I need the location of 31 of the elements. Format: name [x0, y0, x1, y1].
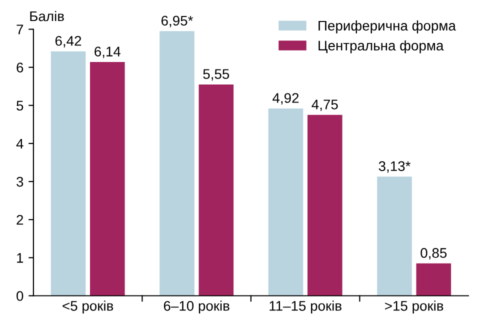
y-tick-label: 4 — [16, 138, 24, 148]
data-label: 4,92 — [272, 93, 299, 105]
y-tick-label: 6 — [16, 62, 24, 72]
data-label: 3,13* — [378, 161, 410, 173]
y-tick-label: 7 — [16, 24, 24, 34]
bar — [268, 108, 304, 296]
bar — [50, 51, 86, 296]
y-axis-title: Балів — [30, 10, 64, 22]
bar — [198, 84, 234, 296]
bar — [377, 176, 412, 296]
x-tick-label: <5 років — [62, 300, 114, 314]
y-tick-label: 2 — [16, 214, 24, 225]
x-tick-label: >15 років — [385, 300, 444, 314]
data-label: 0,85 — [420, 248, 447, 260]
bar — [416, 263, 452, 296]
y-tick-label: 0 — [16, 291, 24, 301]
data-label: 6,95* — [161, 16, 194, 28]
y-tick-label: 1 — [17, 253, 24, 263]
bar — [307, 114, 342, 296]
bar — [90, 62, 125, 296]
legend-label: Периферична форма — [318, 20, 456, 34]
legend-label: Центральна форма — [318, 40, 444, 54]
data-label: 5,55 — [203, 69, 230, 81]
x-tick-label: 6–10 років — [164, 300, 230, 314]
bar — [160, 31, 194, 296]
x-tick-label: 11–15 років — [270, 300, 342, 314]
y-tick-label: 3 — [16, 176, 24, 187]
data-label: 6,42 — [55, 36, 82, 48]
data-label: 6,14 — [94, 46, 121, 58]
y-tick-label: 5 — [16, 100, 24, 111]
data-label: 4,75 — [312, 100, 338, 112]
